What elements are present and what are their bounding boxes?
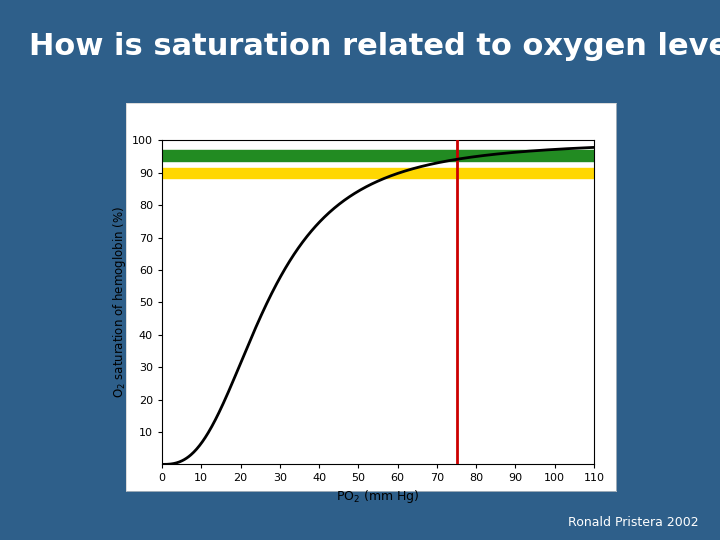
Y-axis label: O$_2$ saturation of hemoglobin (%): O$_2$ saturation of hemoglobin (%) xyxy=(111,206,128,399)
X-axis label: PO$_2$ (mm Hg): PO$_2$ (mm Hg) xyxy=(336,488,420,504)
Bar xyxy=(162,150,594,161)
Bar xyxy=(162,168,594,178)
Text: Ronald Pristera 2002: Ronald Pristera 2002 xyxy=(568,516,698,529)
Text: How is saturation related to oxygen levels?: How is saturation related to oxygen leve… xyxy=(29,32,720,62)
